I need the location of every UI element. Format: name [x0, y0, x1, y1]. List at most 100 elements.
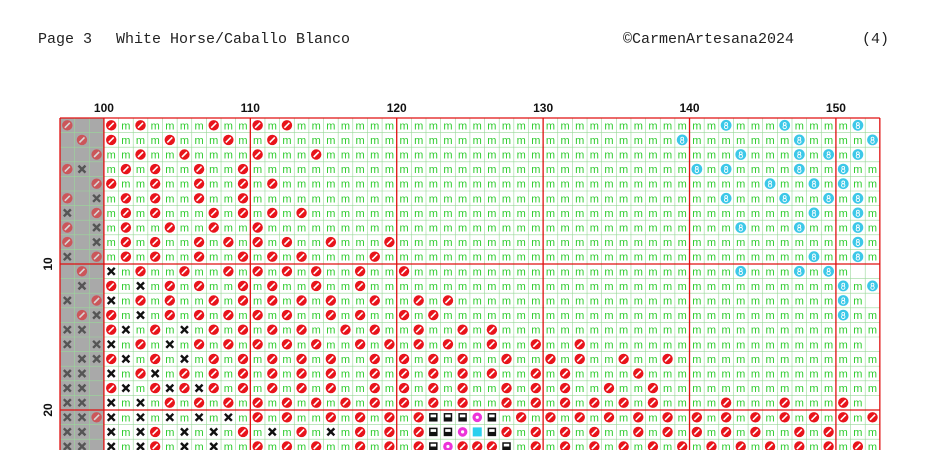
stitch-symbol: m — [107, 193, 116, 205]
stitch-cell: m — [326, 150, 335, 162]
stitch-cell: m — [663, 325, 672, 337]
stitch-cell — [530, 397, 541, 408]
stitch-symbol: m — [180, 296, 189, 308]
stitch-symbol: m — [722, 325, 731, 337]
stitch-symbol — [165, 412, 175, 422]
stitch-cell: m — [722, 325, 731, 337]
stitch-symbol — [400, 370, 408, 377]
stitch-cell: m — [692, 383, 701, 395]
stitch-symbol — [562, 443, 569, 450]
stitch-symbol: m — [751, 237, 760, 249]
stitch-cell: m — [473, 266, 482, 278]
copyright: ©CarmenArtesana2024 — [623, 31, 795, 48]
stitch-cell — [179, 149, 190, 160]
stitch-cell: m — [356, 150, 365, 162]
stitch-symbol — [635, 414, 642, 421]
stitch-symbol — [342, 326, 349, 333]
stitch-cell: m — [751, 354, 760, 366]
stitch-cell — [237, 426, 249, 438]
stitch-cell: m — [429, 281, 438, 293]
stitch-cell: m — [194, 120, 203, 132]
stitch-cell: m — [648, 310, 657, 322]
stitch-symbol: m — [648, 354, 657, 366]
stitch-cell: m — [487, 193, 496, 205]
stitch-symbol — [415, 341, 422, 348]
stitch-symbol: m — [736, 427, 745, 439]
stitch-cell: m — [443, 310, 452, 322]
stitch-symbol: m — [736, 369, 745, 381]
stitch-symbol — [106, 339, 116, 349]
stitch-symbol: m — [356, 383, 365, 395]
stitch-cell: m — [326, 120, 335, 132]
stitch-cell: m — [443, 266, 452, 278]
stitch-cell: m — [209, 164, 218, 176]
stitch-cell: m — [546, 208, 555, 220]
stitch-cell: m — [443, 383, 452, 395]
stitch-cell — [662, 353, 673, 365]
stitch-cell: m — [795, 252, 804, 264]
stitch-symbol: m — [121, 412, 130, 424]
stitch-symbol: m — [853, 383, 862, 395]
stitch-symbol: m — [297, 237, 306, 249]
stitch-symbol — [93, 297, 100, 304]
stitch-cell: m — [136, 237, 145, 249]
stitch-cell: m — [370, 208, 379, 220]
stitch-cell: m — [194, 442, 203, 450]
stitch-symbol: m — [399, 442, 408, 450]
stitch-symbol — [430, 355, 437, 362]
stitch-cell: m — [370, 427, 379, 439]
stitch-symbol: m — [180, 281, 189, 293]
stitch-symbol: m — [326, 179, 335, 191]
stitch-symbol: m — [399, 208, 408, 220]
stitch-symbol — [254, 224, 261, 231]
stitch-cell: m — [414, 310, 423, 322]
stitch-cell: m — [736, 369, 745, 381]
stitch-cell — [735, 265, 747, 277]
stitch-cell: m — [443, 325, 452, 337]
stitch-cell: m — [590, 266, 599, 278]
stitch-symbol: m — [678, 164, 687, 176]
stitch-symbol: m — [151, 296, 160, 308]
stitch-cell — [486, 339, 498, 350]
stitch-symbol: m — [853, 164, 862, 176]
stitch-symbol: m — [341, 150, 350, 162]
stitch-cell: m — [707, 412, 716, 424]
stitch-symbol: m — [531, 296, 540, 308]
stitch-symbol — [108, 312, 115, 319]
stitch-symbol: m — [356, 164, 365, 176]
stitch-cell: m — [326, 223, 335, 235]
stitch-cell: m — [692, 281, 701, 293]
stitch-symbol — [475, 415, 479, 419]
stitch-symbol — [415, 443, 422, 450]
stitch-cell: m — [297, 223, 306, 235]
stitch-cell: m — [604, 150, 613, 162]
stitch-symbol: m — [575, 296, 584, 308]
stitch-cell: m — [765, 427, 774, 439]
stitch-cell: m — [312, 296, 321, 308]
stitch-symbol: m — [634, 398, 643, 410]
stitch-cell — [413, 339, 424, 350]
stitch-cell: m — [839, 427, 848, 439]
stitch-cell — [193, 193, 205, 204]
stitch-cell: m — [121, 442, 130, 450]
stitch-cell: m — [312, 208, 321, 220]
stitch-cell: m — [502, 193, 511, 205]
stitch-symbol: m — [297, 442, 306, 450]
stitch-cell — [559, 397, 571, 408]
stitch-cell: m — [429, 237, 438, 249]
stitch-symbol: m — [487, 383, 496, 395]
stitch-cell — [530, 339, 541, 350]
stitch-symbol — [93, 151, 100, 158]
stitch-cell: m — [780, 179, 789, 191]
stitch-cell: m — [590, 179, 599, 191]
stitch-symbol: m — [224, 354, 233, 366]
stitch-symbol: m — [604, 135, 613, 147]
stitch-cell — [808, 251, 820, 263]
stitch-cell: m — [487, 164, 496, 176]
stitch-cell — [92, 310, 101, 320]
stitch-cell: m — [458, 179, 467, 191]
stitch-cell: m — [326, 339, 335, 351]
stitch-cell: m — [839, 369, 848, 381]
stitch-cell: m — [370, 442, 379, 450]
stitch-symbol — [869, 414, 876, 421]
